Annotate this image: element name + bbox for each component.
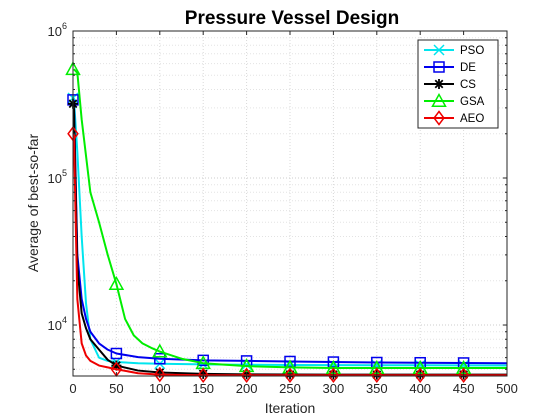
y-tick-exponent: 5 [62, 168, 67, 178]
data-point-aeo [240, 367, 253, 384]
data-point-de [154, 352, 166, 365]
x-tick-label: 250 [279, 381, 301, 396]
data-point-aeo [457, 367, 470, 384]
grid-lines [72, 30, 508, 376]
legend-marker-pso [433, 44, 445, 56]
x-axis-label: Iteration [265, 400, 316, 416]
y-tick-label: 105 [48, 168, 67, 186]
legend-label: CS [460, 79, 476, 91]
legend-entry-pso: PSO [424, 44, 484, 57]
legend-marker-cs [434, 79, 444, 89]
data-point-de [110, 347, 123, 360]
x-axis-ticks: 0 50 100 150 200 250 300 350 400 450 500 [69, 31, 518, 396]
legend-entry-cs: CS [424, 79, 476, 91]
legend: PSO DE CS GSA AEO [417, 39, 499, 129]
x-tick-label: 300 [323, 381, 345, 396]
y-tick-base: 10 [48, 318, 62, 333]
legend-marker-gsa [431, 92, 447, 107]
legend-marker-de [433, 61, 445, 73]
legend-entry-de: DE [424, 61, 476, 74]
x-tick-label: 100 [149, 381, 171, 396]
data-point-gsa [108, 275, 125, 290]
legend-marker-aeo [433, 110, 445, 126]
series-line-aeo [72, 133, 507, 377]
x-tick-label: 0 [69, 381, 76, 396]
y-tick-base: 10 [48, 171, 62, 186]
x-tick-label: 200 [236, 381, 258, 396]
series-line-cs [72, 103, 507, 376]
x-tick-label: 350 [366, 381, 388, 396]
series-line-de [72, 99, 508, 365]
legend-label: DE [460, 62, 476, 74]
legend-entry-gsa: GSA [424, 92, 485, 108]
data-point-aeo [153, 366, 166, 383]
x-tick-label: 500 [496, 381, 518, 396]
data-point-aeo [414, 367, 427, 384]
x-tick-label: 50 [109, 381, 123, 396]
y-tick-exponent: 4 [62, 315, 67, 325]
data-point-aeo [197, 367, 210, 384]
data-point-aeo [370, 367, 383, 384]
chart-title: Pressure Vessel Design [185, 8, 399, 29]
x-tick-label: 450 [453, 381, 475, 396]
legend-label: PSO [460, 45, 484, 57]
legend-entry-aeo: AEO [424, 110, 484, 126]
x-tick-label: 400 [409, 381, 431, 396]
data-point-aeo [327, 367, 340, 384]
y-tick-label: 106 [48, 21, 67, 39]
y-tick-label: 104 [48, 315, 67, 333]
series-pso [67, 92, 508, 371]
y-axis-label: Average of best-so-far [25, 134, 41, 273]
y-tick-exponent: 6 [62, 21, 67, 31]
y-tick-base: 10 [48, 24, 62, 39]
data-point-gsa [238, 358, 255, 373]
legend-label: GSA [460, 96, 485, 108]
series-line-pso [72, 97, 508, 367]
data-point-gsa [152, 343, 168, 358]
series-cs [68, 98, 507, 380]
x-tick-label: 150 [192, 381, 214, 396]
data-point-aeo [284, 367, 296, 384]
series-line-gsa [73, 68, 507, 370]
series-de [67, 94, 508, 369]
legend-label: AEO [460, 113, 484, 125]
